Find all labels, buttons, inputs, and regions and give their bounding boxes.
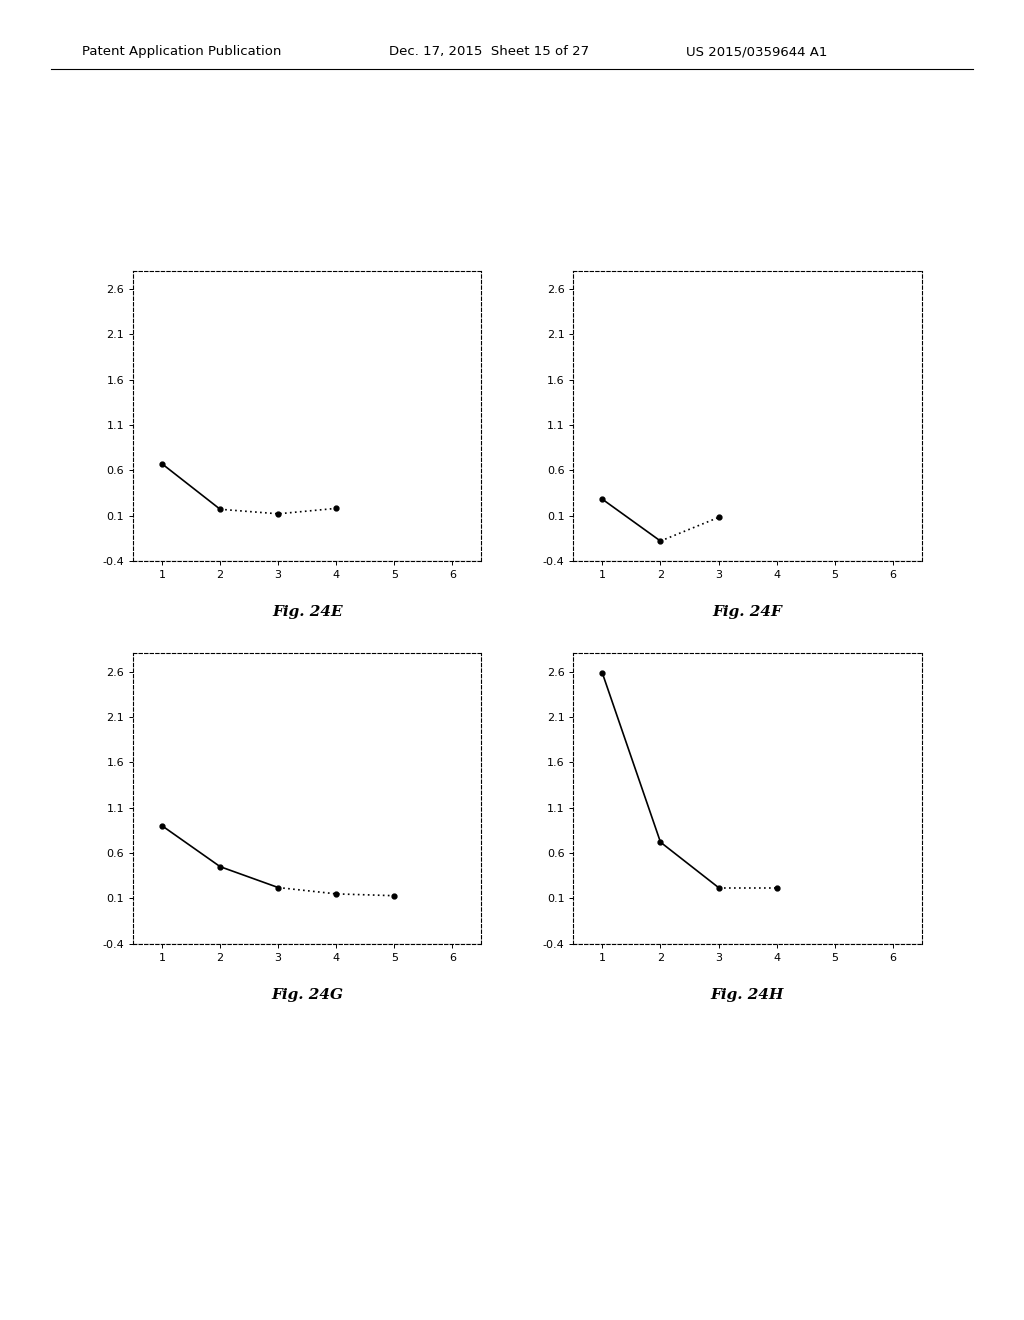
Text: Fig. 24G: Fig. 24G — [271, 989, 343, 1002]
Text: Dec. 17, 2015  Sheet 15 of 27: Dec. 17, 2015 Sheet 15 of 27 — [389, 45, 589, 58]
Text: US 2015/0359644 A1: US 2015/0359644 A1 — [686, 45, 827, 58]
Text: Patent Application Publication: Patent Application Publication — [82, 45, 282, 58]
Text: Fig. 24F: Fig. 24F — [713, 606, 782, 619]
Text: Fig. 24H: Fig. 24H — [711, 989, 784, 1002]
Text: Fig. 24E: Fig. 24E — [272, 606, 342, 619]
